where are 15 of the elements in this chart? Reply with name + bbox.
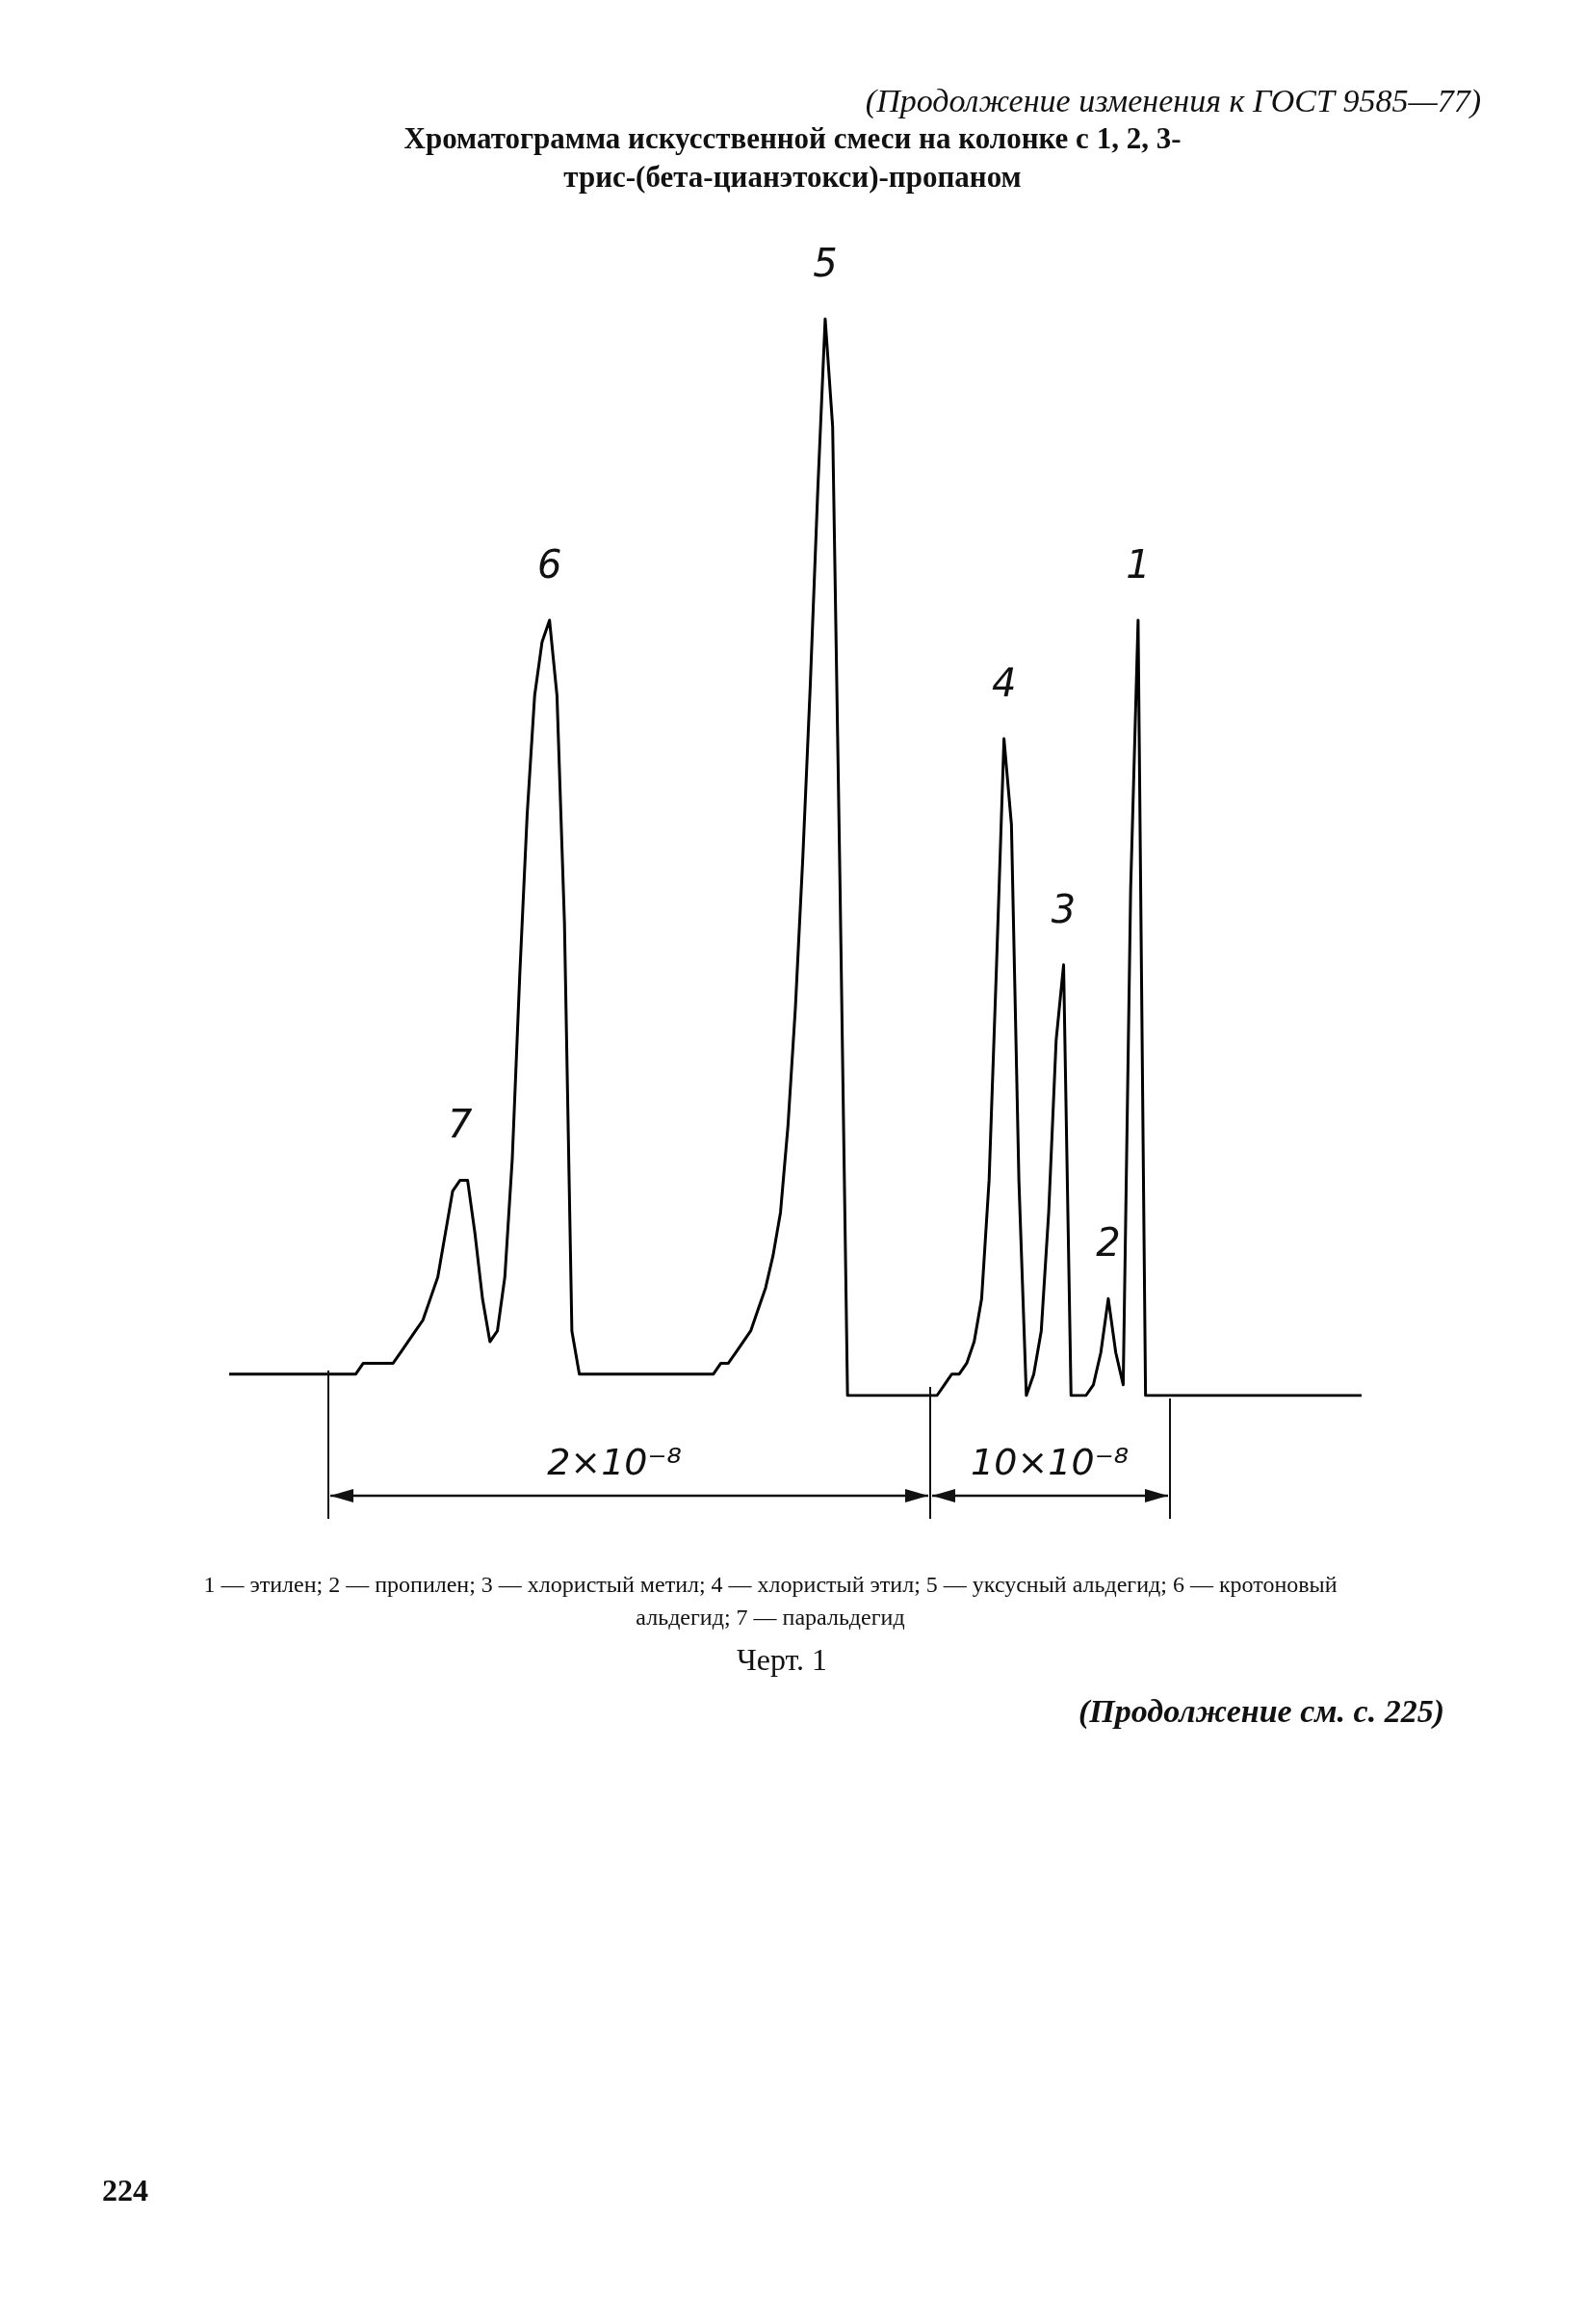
annotation: 7 [448,1102,474,1147]
text: (Продолжение см. с. 225) [1078,1693,1444,1730]
annotation: 2 [1096,1220,1121,1266]
text: 224 [102,2173,148,2208]
text: 2×10⁻⁸ [547,1441,682,1483]
text: 10×10⁻⁸ [971,1441,1129,1483]
text: (Продолжение изменения к ГОСТ 9585—77) [865,83,1481,119]
annotation: 4 [991,661,1017,706]
annotation: 3 [1051,886,1077,931]
annotation: 6 [536,542,562,588]
text: 1 — этилен; 2 — пропилен; 3 — хлористый метил; 4 — хлористый этил; 5 — уксусный альдегид; 6 — кротоновый альдегид; 7 — паральдегид [202,1571,1338,1632]
annotation: 5 [813,240,838,285]
annotation: 1 [1126,542,1151,588]
chart-title: Хроматограмма искусственной смеси на колонке с 1, 2, 3- трис-(бета-цианэтокси)-пропаном [403,120,1182,196]
text: Черт. 1 [736,1642,828,1678]
